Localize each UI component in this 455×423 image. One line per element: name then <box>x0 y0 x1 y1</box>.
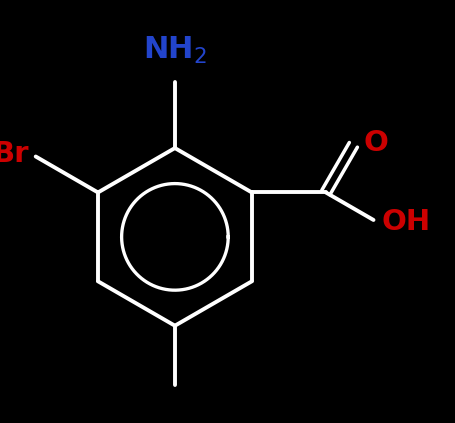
Text: Br: Br <box>0 140 29 168</box>
Text: NH$_2$: NH$_2$ <box>142 34 207 66</box>
Text: O: O <box>363 129 388 157</box>
Text: OH: OH <box>380 208 429 236</box>
